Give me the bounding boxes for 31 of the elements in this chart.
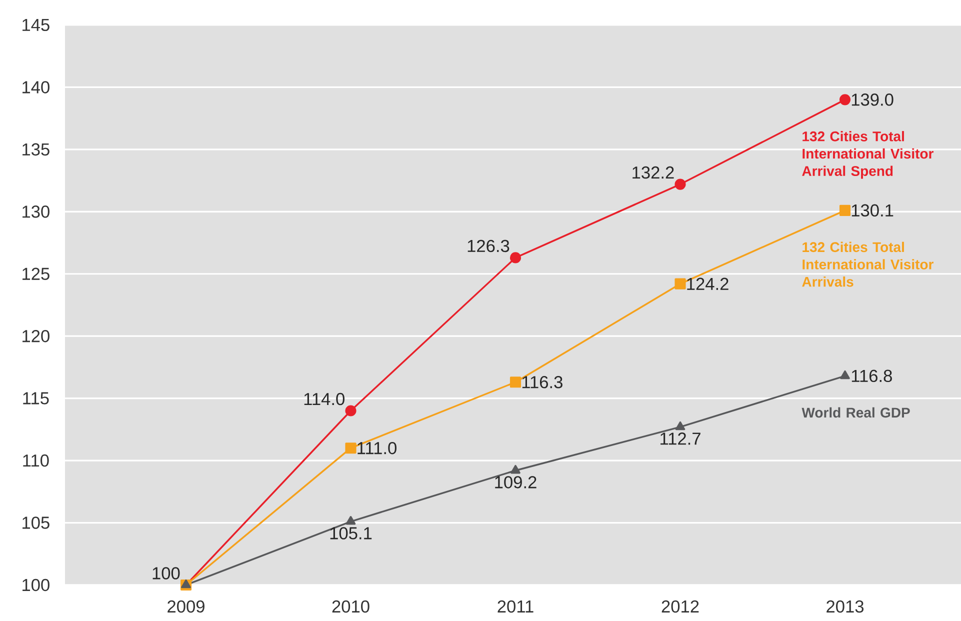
data-label: 130.1 [852, 204, 894, 217]
x-tick-label: 2009 [168, 600, 204, 613]
series-label: 132 Cities Total International Visitor Arrival Spend [802, 131, 934, 179]
y-tick-label: 135 [22, 143, 50, 156]
y-tick-label: 145 [22, 18, 50, 32]
y-tick-label: 105 [22, 516, 50, 529]
series-label: 132 Cities Total International Visitor Arrivals [802, 242, 934, 287]
data-label: 109.2 [495, 476, 536, 488]
data-label: 112.7 [660, 432, 700, 445]
y-tick-label: 100 [22, 578, 50, 592]
y-tick-label: 130 [22, 206, 50, 218]
x-tick-label: 2012 [662, 600, 699, 613]
data-label: 124.2 [687, 278, 728, 290]
y-tick-label: 140 [22, 81, 50, 94]
y-tick-label: 110 [23, 454, 49, 467]
data-label: 111.0 [358, 442, 396, 454]
data-label: 114.0 [304, 392, 344, 406]
data-label: 116.3 [522, 376, 562, 388]
x-tick-label: 2013 [826, 600, 864, 613]
y-tick-label: 115 [23, 392, 49, 404]
data-label: 116.8 [852, 370, 892, 382]
x-tick-label: 2011 [498, 600, 534, 613]
data-label: 126.3 [468, 240, 510, 252]
y-tick-label: 120 [22, 330, 50, 342]
data-label: 105.1 [330, 527, 372, 540]
series-label: World Real GDP [802, 407, 910, 418]
x-tick-label: 2010 [332, 600, 370, 613]
data-label: 132.2 [632, 166, 674, 179]
data-label: 100 [152, 567, 180, 580]
y-tick-label: 125 [22, 268, 50, 280]
data-label: 139.0 [852, 94, 894, 106]
